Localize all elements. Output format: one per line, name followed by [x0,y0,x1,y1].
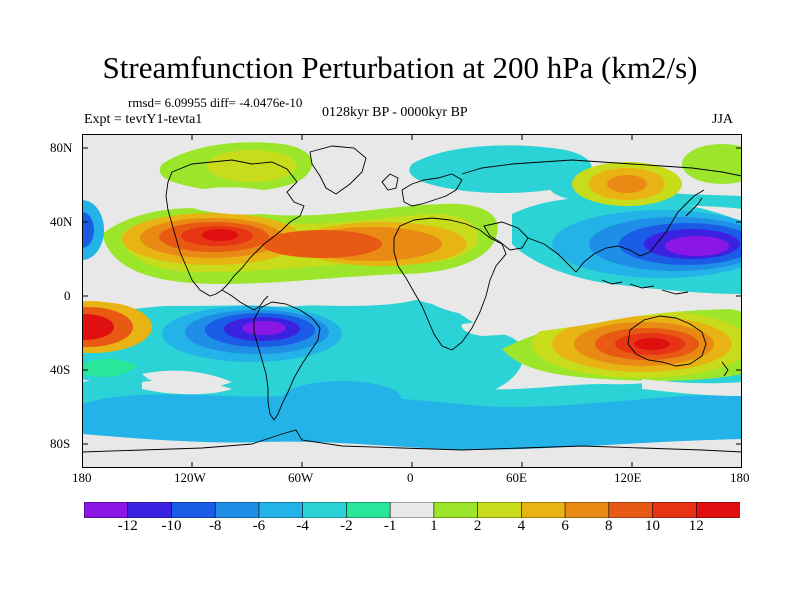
colorbar-tick-label: 2 [473,518,482,534]
colorbar-tick-label: -12 [117,518,138,534]
colorbar [84,502,740,518]
stats-text: rmsd= 6.09955 diff= -4.0476e-10 [128,95,303,110]
colorbar-swatch [652,502,697,518]
figure-title: Streamfunction Perturbation at 200 hPa (… [102,50,698,85]
ticks [82,134,742,468]
experiment-label: Expt = tevtY1-tevta1 [84,112,203,127]
colorbar-tick-label: -10 [161,518,182,534]
colorbar-tick-label: -4 [296,518,309,534]
season-label: JJA [712,112,734,127]
period-label: 0128kyr BP - 0000kyr BP [322,105,468,120]
lon-label-120w: 120W [174,470,206,485]
colorbar-tick-label: -1 [383,518,397,534]
lat-label-80n: 80N [50,140,73,155]
colorbar-swatch [477,502,522,518]
streamfunction-map [82,134,742,468]
lon-label-180w: 180 [72,470,92,485]
lat-label-80s: 80S [50,436,71,451]
lat-label-0: 0 [64,288,71,303]
colorbar-swatch [214,502,260,518]
colorbar-tick-label: 4 [517,518,526,534]
colorbar-tick-label: 10 [645,518,661,534]
colorbar-swatch [258,502,304,518]
colorbar-swatch [302,502,347,518]
colorbar-swatch [521,502,566,518]
colorbar-tick-label: -2 [340,518,353,534]
lat-label-40s: 40S [50,362,71,377]
lon-label-120e: 120E [614,470,642,485]
coastlines [82,145,742,453]
lon-label-180e: 180 [730,470,750,485]
colorbar-swatch [564,502,610,518]
colorbar-swatch [695,502,740,518]
colorbar-swatch [389,502,435,518]
colorbar-swatch [171,502,216,518]
colorbar-tick-label: -6 [252,518,266,534]
colorbar-tick-label: 1 [430,518,438,534]
colorbar-swatch [346,502,391,518]
lon-label-60e: 60E [506,470,527,485]
colorbar-swatch [608,502,654,518]
colorbar-tick-label: -8 [208,518,222,534]
colorbar-swatch [84,502,129,518]
colorbar-tick-label: 8 [605,518,613,534]
contour-field [82,134,742,468]
colorbar-tick-label: 6 [561,518,569,534]
lon-label-0: 0 [407,470,414,485]
lon-label-60w: 60W [288,470,314,485]
colorbar-tick-label: 12 [688,518,704,534]
lat-label-40n: 40N [50,214,73,229]
colorbar-swatch [433,502,479,518]
colorbar-swatch [127,502,173,518]
